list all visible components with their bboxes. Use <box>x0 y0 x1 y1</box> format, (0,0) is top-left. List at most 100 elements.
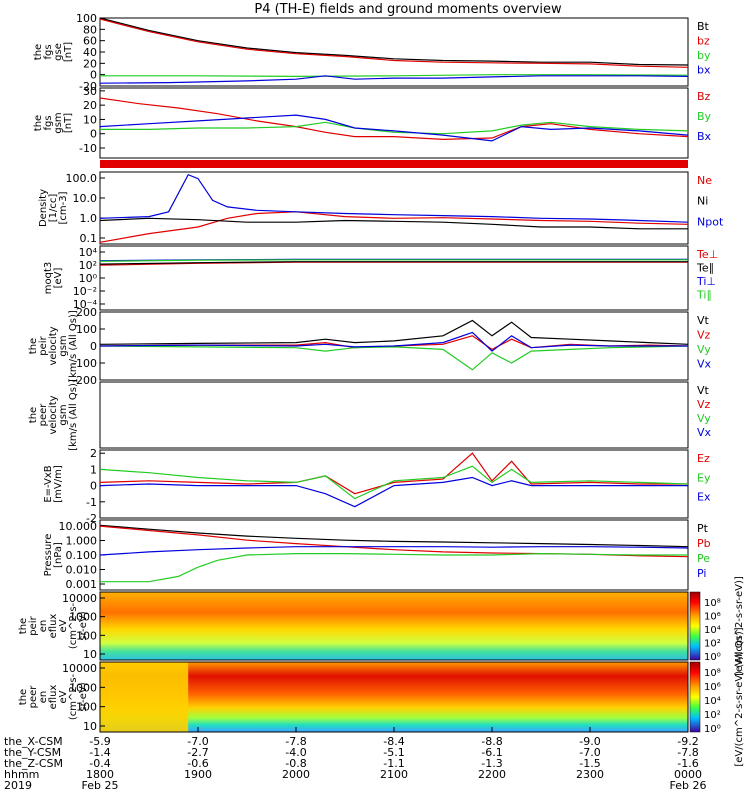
panel-frame <box>99 87 689 159</box>
y-tick-label: 100 <box>76 323 97 336</box>
y-tick-label: 100.0 <box>66 172 98 185</box>
x-tick-label: -7.0 <box>187 735 208 748</box>
x-tick-label: -0.8 <box>285 757 306 770</box>
series-line-Vy <box>99 345 689 371</box>
y-axis-label: en <box>38 691 49 704</box>
x-tick-label: -4.0 <box>285 746 306 759</box>
x-tick-label: 1900 <box>184 768 212 781</box>
colorbar-tick-label: 10⁶ <box>704 612 721 623</box>
colorbar-tick-label: 10⁸ <box>704 668 721 679</box>
y-axis-label: gse <box>53 43 64 61</box>
y-tick-label: 80 <box>83 23 97 36</box>
x-tick-label: -8.4 <box>383 735 404 748</box>
y-tick-label: 0 <box>90 69 97 82</box>
legend-entry: Ez <box>697 452 710 465</box>
y-tick-label: 60 <box>83 35 97 48</box>
x-tick-label: 2200 <box>478 768 506 781</box>
legend-entry: Ti⊥ <box>696 275 716 288</box>
y-tick-label: 1 <box>90 463 97 476</box>
series-line-Ey <box>99 465 689 500</box>
colorbar-tick-label: 10⁴ <box>704 625 721 636</box>
y-tick-label: 10000 <box>62 592 97 605</box>
y-tick-label: 10.000 <box>59 520 98 533</box>
y-axis-label: eV <box>58 690 69 703</box>
y-axis-label: fgs <box>43 115 54 130</box>
y-tick-label: 10⁴ <box>79 246 98 259</box>
x-tick-label: -7.0 <box>579 746 600 759</box>
legend-entry: Vx <box>697 426 712 439</box>
panel-peir_velocity: 200 100 0 -100 -200 the peir velocity gsm [km/s (… <box>28 306 712 387</box>
y-axis-label: eflux <box>48 614 59 639</box>
y-axis-label: Density <box>38 189 49 227</box>
x-tick-label: -1.3 <box>481 757 502 770</box>
series-line-Pt <box>99 524 689 548</box>
y-axis-label: [nT] <box>63 42 74 62</box>
panel-peer_velocity: the peer velocity gsm [km/s (All Qs)] VtVzVyV… <box>28 379 712 451</box>
legend-entry: Vy <box>697 412 711 425</box>
x-tick-label: -5.1 <box>383 746 404 759</box>
x-tick-label: -5.9 <box>89 735 110 748</box>
legend-entry: Ti∥ <box>696 289 712 302</box>
y-tick-label: 0.100 <box>66 549 98 562</box>
y-axis-label: (cm^2-s- <box>68 602 79 649</box>
y-axis-label: en <box>38 620 49 633</box>
legend-entry: Vt <box>697 314 710 327</box>
y-tick-label: 0.001 <box>66 578 98 591</box>
y-tick-label: 10 <box>83 648 97 661</box>
y-tick-label: 10000 <box>62 662 97 675</box>
y-tick-label: 20 <box>83 99 97 112</box>
x-tick-label: Feb 26 <box>670 779 707 792</box>
y-axis-label: velocity <box>48 326 59 365</box>
series-line-Bx <box>99 114 689 142</box>
heatmap-peir_eflux <box>100 592 688 660</box>
x-tick-label: -7.8 <box>285 735 306 748</box>
x-tick-label: -1.1 <box>383 757 404 770</box>
legend-entry: bz <box>697 35 710 48</box>
x-tick-label: Feb 25 <box>82 779 119 792</box>
legend-entry: Vt <box>697 384 710 397</box>
x-tick-label: -2.7 <box>187 746 208 759</box>
legend-entry: Bx <box>697 130 712 143</box>
y-axis-label: eV <box>58 619 69 632</box>
y-tick-label: 20 <box>83 57 97 70</box>
panel-frame <box>99 171 689 245</box>
panel-frame <box>99 381 689 449</box>
y-tick-label: 10.0 <box>73 192 98 205</box>
legend-entry: Ex <box>697 491 711 504</box>
y-axis-label: peir <box>38 335 49 355</box>
plot-title: P4 (TH-E) fields and ground moments over… <box>254 2 562 17</box>
series-line-Vt <box>99 319 689 345</box>
panel-peer_eflux: 10⁸ 10⁶ 10⁴ 10² 10⁰ [eV/(cm^2-s-sr-eV) (All Q… <box>18 627 745 766</box>
legend-entry: Vx <box>697 358 712 371</box>
y-axis-label: the <box>18 618 29 634</box>
x-tick-label: -0.4 <box>89 757 110 770</box>
colorbar-tick-label: 10⁴ <box>704 696 721 707</box>
series-line-bz <box>99 18 689 68</box>
legend-entry: Vy <box>697 343 711 356</box>
y-axis-label: [nT] <box>63 113 74 133</box>
y-axis-label: peer <box>38 403 49 427</box>
x-tick-label: -6.1 <box>481 746 502 759</box>
y-tick-label: 0.1 <box>80 232 98 245</box>
colorbar-tick-label: 10⁰ <box>704 652 721 663</box>
y-tick-label: 1.0 <box>80 212 98 225</box>
series-line-By <box>100 121 689 135</box>
x-tick-label: -9.0 <box>579 735 600 748</box>
y-axis-label: the <box>28 407 39 423</box>
y-axis-label: [nPa] <box>53 542 64 568</box>
y-tick-label: 1000 <box>69 611 97 624</box>
y-tick-label: 10⁰ <box>79 272 98 285</box>
x-tick-label: 2000 <box>282 768 310 781</box>
x-tick-label: -0.6 <box>187 757 208 770</box>
y-axis-label: sr-eV) <box>78 682 89 711</box>
panel-density: 100.0 10.0 1.0 0.1 Density [1/cc] [cm-3] Ne Ni Np… <box>38 171 724 245</box>
y-axis-label: the <box>33 44 44 60</box>
legend-entry: Te∥ <box>696 262 714 275</box>
panel-frame <box>99 449 689 519</box>
y-tick-label: 30 <box>83 85 97 98</box>
y-axis-label: the <box>18 689 29 705</box>
